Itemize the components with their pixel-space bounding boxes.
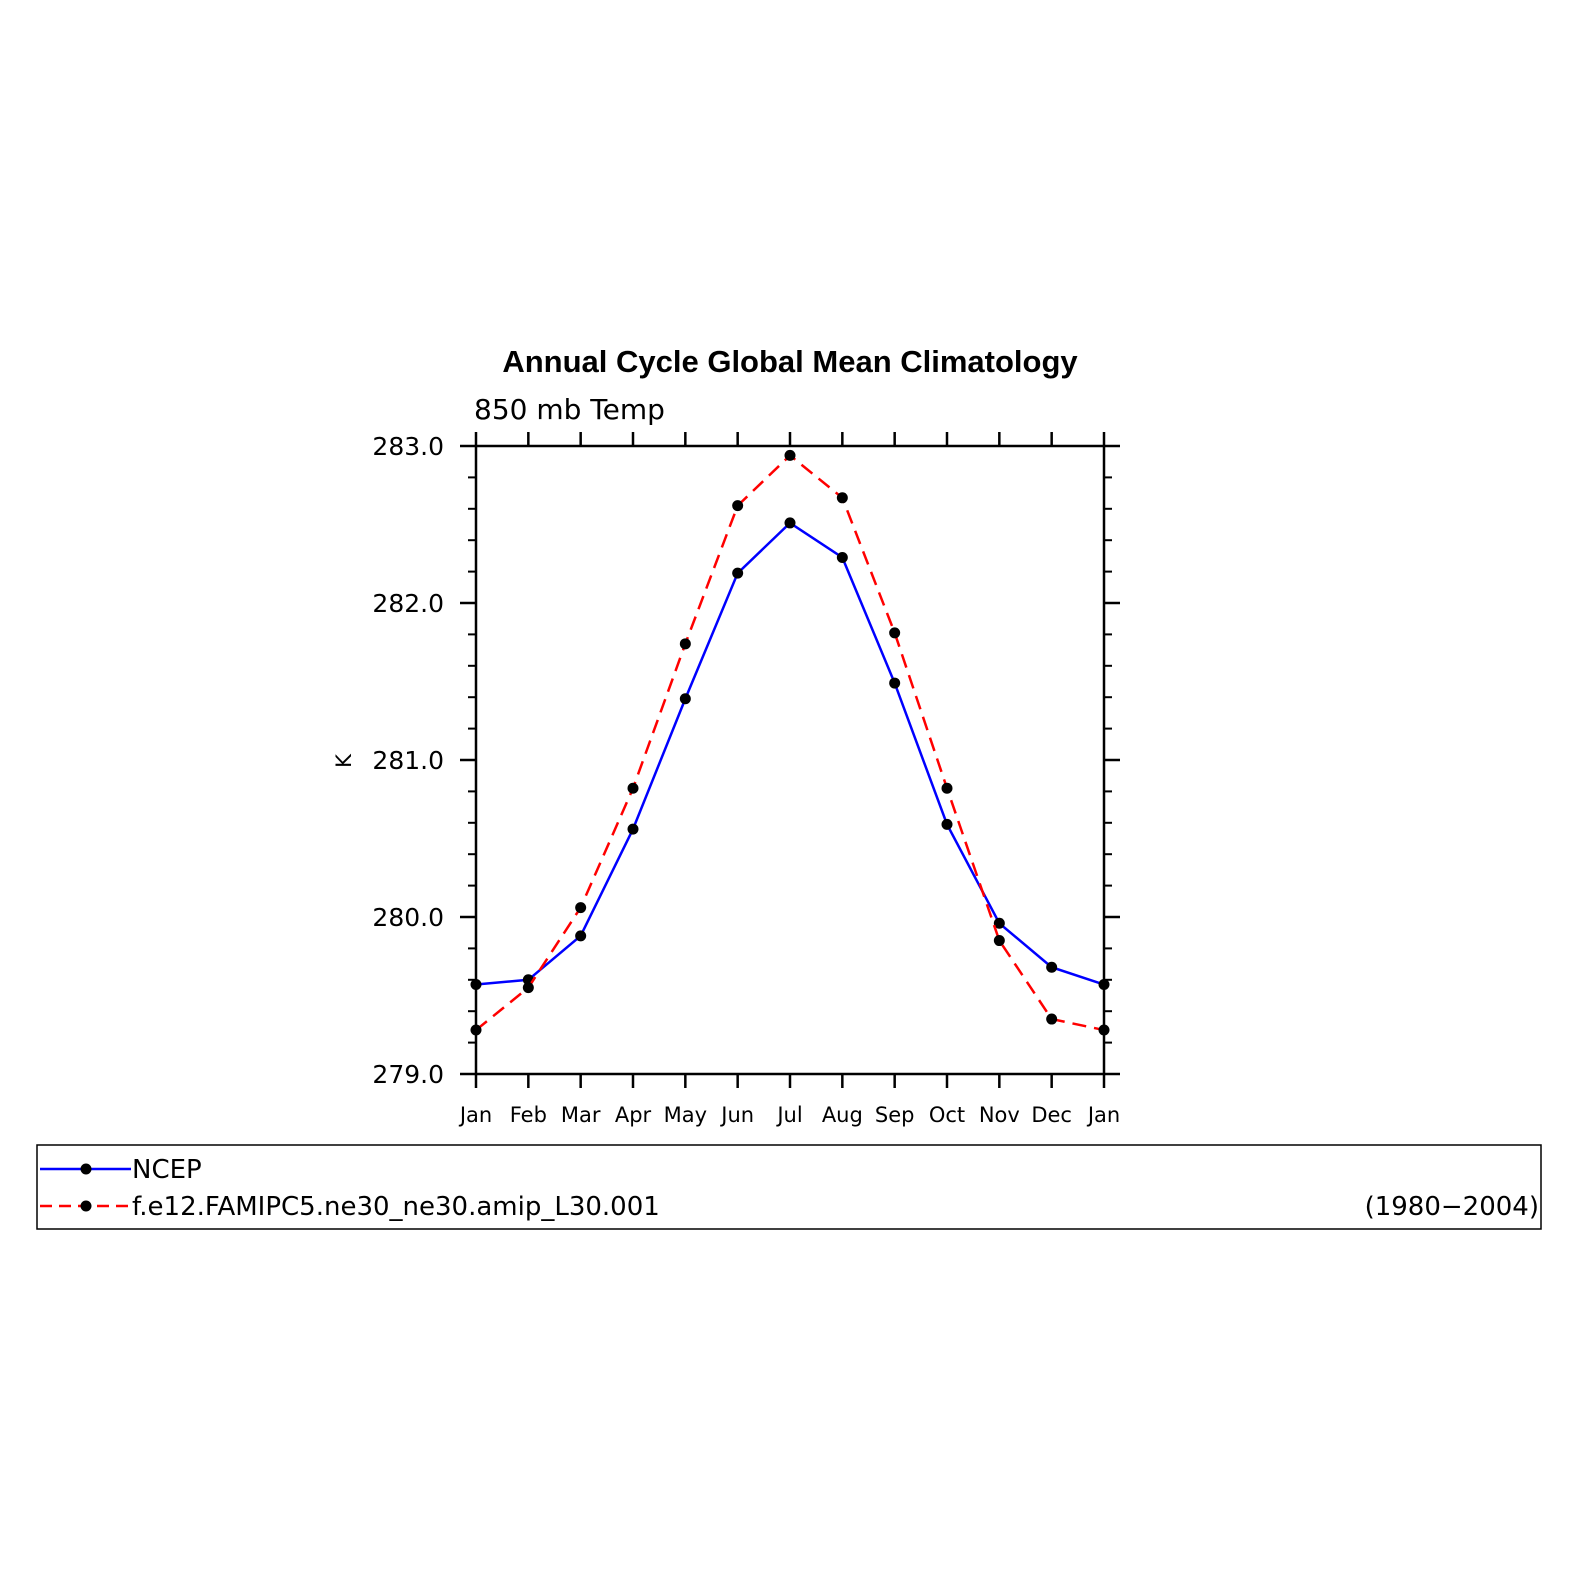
axes: Jan Feb Mar Apr May Jun Jul Aug Sep Oct Nov Dec Jan 2… (372, 432, 1120, 1127)
x-tick-label: Jun (719, 1103, 754, 1127)
series-0-point (1098, 979, 1110, 991)
legend-label-0: NCEP (132, 1155, 202, 1185)
legend-period: (1980−2004) (1365, 1192, 1539, 1222)
x-tick-label: Jan (1086, 1103, 1120, 1127)
series-0-point (836, 551, 848, 563)
y-tick-label: 281.0 (372, 746, 444, 775)
series-layer (470, 449, 1110, 1036)
series-1-point (575, 902, 587, 914)
x-tick-label: May (664, 1103, 707, 1127)
x-tick-label: Apr (615, 1103, 652, 1127)
series-1-point (627, 782, 639, 794)
series-0-point (627, 823, 639, 835)
x-tick-label: Sep (875, 1103, 915, 1127)
chart-subtitle: 850 mb Temp (474, 393, 665, 426)
legend-label-1: f.e12.FAMIPC5.ne30_ne30.amip_L30.001 (132, 1192, 660, 1222)
series-1-point (784, 449, 796, 461)
y-tick-label: 280.0 (372, 903, 444, 932)
series-0-point (679, 693, 691, 705)
series-1-point (470, 1024, 482, 1036)
x-tick-label: Oct (929, 1103, 965, 1127)
series-0-point (889, 677, 901, 689)
y-axis-label: K (332, 753, 356, 768)
series-0-point (784, 517, 796, 529)
plot-frame (474, 444, 1106, 1076)
legend-marker-0 (80, 1163, 92, 1175)
legend: (1980−2004) NCEP f.e12.FAMIPC5.ne30_ne30.… (36, 1144, 1542, 1230)
x-tick-label: Jul (775, 1103, 802, 1127)
series-1-point (993, 935, 1005, 947)
y-tick-label: 279.0 (372, 1060, 444, 1089)
series-0-point (732, 567, 744, 579)
legend-box (36, 1144, 1542, 1230)
series-0-point (941, 818, 953, 830)
x-tick-label: Dec (1031, 1103, 1072, 1127)
y-tick-label: 282.0 (372, 589, 444, 618)
series-1-point (836, 492, 848, 504)
x-tick-label: Aug (822, 1103, 863, 1127)
series-1-point (941, 782, 953, 794)
series-line-0 (475, 521, 1105, 986)
x-tick-label: Feb (510, 1103, 547, 1127)
series-0-point (1046, 961, 1058, 973)
x-tick-label: Jan (458, 1103, 492, 1127)
series-0-point (575, 930, 587, 942)
series-1-point (889, 627, 901, 639)
series-1-point (1098, 1024, 1110, 1036)
x-tick-label: Mar (561, 1103, 601, 1127)
legend-marker-1 (80, 1200, 92, 1212)
series-0-point (470, 979, 482, 991)
chart-title: Annual Cycle Global Mean Climatology (502, 344, 1078, 379)
series-0-point (993, 917, 1005, 929)
series-1-point (1046, 1013, 1058, 1025)
y-tick-label: 283.0 (372, 432, 444, 461)
series-1-point (522, 982, 534, 994)
x-tick-label: Nov (979, 1103, 1020, 1127)
series-1-point (679, 638, 691, 650)
series-1-point (732, 500, 744, 512)
